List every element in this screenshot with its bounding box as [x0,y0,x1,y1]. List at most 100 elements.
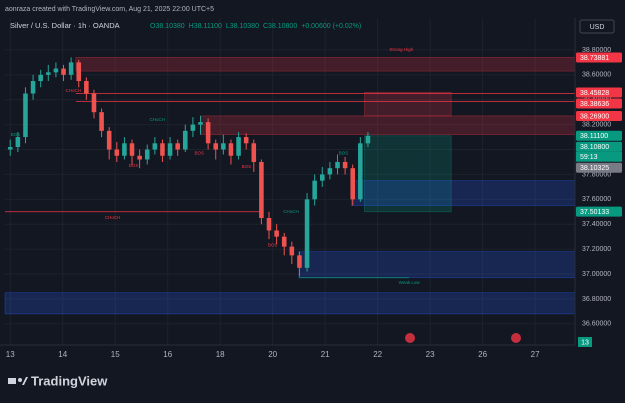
ohlc-value: C38.10800 [263,23,297,30]
candle-body [106,130,112,150]
candle-body [274,230,279,237]
candle-body [243,137,249,144]
price-tag [576,111,622,122]
candle-body [221,143,226,150]
y-tick-label: 38.60000 [582,72,611,79]
price-tag-label: 38.10800 [580,144,609,151]
candle-body [304,199,310,268]
y-tick-label: 36.60000 [582,321,611,328]
y-tick-label: 37.60000 [582,196,611,203]
y-tick-label: 37.00000 [582,271,611,278]
symbol: Silver / U.S. Dollar · 1h · OANDA [10,21,120,30]
candle-body [297,255,302,268]
candle-body [15,137,21,148]
price-tag-label: 38.10325 [580,165,609,172]
event-icon[interactable] [405,333,415,343]
price-tag [576,162,622,173]
candle-body [160,143,165,156]
annotation: Strong High [389,47,413,52]
text-layer: 38.8000038.6000038.4000038.2000038.00000… [6,23,622,359]
candle-body [335,161,340,169]
attribution: aonraza created with TradingView.com, Au… [5,6,214,13]
badge: 13 [581,339,589,346]
x-tick-label: 26 [478,350,487,359]
candle-body [183,130,188,150]
price-tag-label: 37.50133 [580,209,609,216]
candle-body [358,143,363,200]
badge-box [578,337,592,347]
candle-body [312,180,317,200]
y-tick-label: 38.80000 [582,47,611,54]
x-tick-label: 22 [373,350,382,359]
price-tag-label: 38.73881 [580,55,609,62]
zone [351,180,576,206]
candle-body [259,161,264,219]
logo-part [8,378,16,384]
annotation: CHoCH [65,88,81,93]
ohlc-value: +0.00600 (+0.02%) [301,23,361,30]
zone [298,251,576,279]
grid-layer [5,18,575,345]
event-icon[interactable] [511,333,521,343]
annotation: BOS [129,163,139,168]
x-tick-label: 16 [163,350,172,359]
price-tag [576,130,622,141]
price-tag [576,206,622,217]
candle-body [144,149,150,160]
x-tick-label: 23 [426,350,435,359]
currency-box [579,19,615,34]
zone [364,135,452,213]
annotation: CHoCH [105,215,121,220]
zone [364,91,452,117]
x-tick-label: 15 [111,350,120,359]
ohlc-value: O38.10380 [150,23,185,30]
countdown-box [576,151,622,162]
x-tick-label: 21 [321,350,330,359]
y-tick-label: 38.20000 [582,121,611,128]
candle-body [152,143,158,150]
countdown: 59:13 [580,154,598,161]
price-tag-label: 38.26900 [580,113,609,120]
candle-body [236,137,241,156]
candle-body [61,68,66,75]
price-tag-label: 38.11100 [580,133,608,140]
price-tag-label: 38.45828 [580,90,609,97]
candle-body [167,143,173,156]
candle-body [175,143,180,150]
brand-logo [8,377,28,385]
candle-body [190,124,196,131]
candles-layer [7,57,371,277]
candle-body [137,155,142,160]
candle-body [7,147,13,150]
candle-body [23,93,28,138]
candle-body [266,218,272,231]
price-tag [576,52,622,63]
price-tag [576,98,622,109]
zone [199,115,576,135]
candle-body [327,168,333,175]
candle-body [251,143,257,162]
price-tag [576,141,622,152]
annotation: Weak Low [399,280,421,285]
logo-part [22,377,28,385]
candle-body [129,143,135,156]
candle-body [205,122,211,144]
annotation: BOS [242,164,252,169]
candle-body [91,93,97,113]
x-tick-label: 14 [58,350,67,359]
y-tick-label: 37.80000 [582,171,611,178]
x-tick-label: 27 [531,350,540,359]
ohlc-value: L38.10380 [226,23,259,30]
candle-body [68,62,74,75]
zone [4,292,576,315]
y-tick-label: 37.20000 [582,246,611,253]
candle-body [114,149,120,156]
annotation: BOS [11,132,21,137]
brand: TradingView [31,373,108,388]
annotation: CHoCH [283,209,299,214]
y-tick-label: 37.40000 [582,221,611,228]
candle-body [342,161,348,169]
candle-body [122,143,127,156]
candle-body [46,72,51,75]
